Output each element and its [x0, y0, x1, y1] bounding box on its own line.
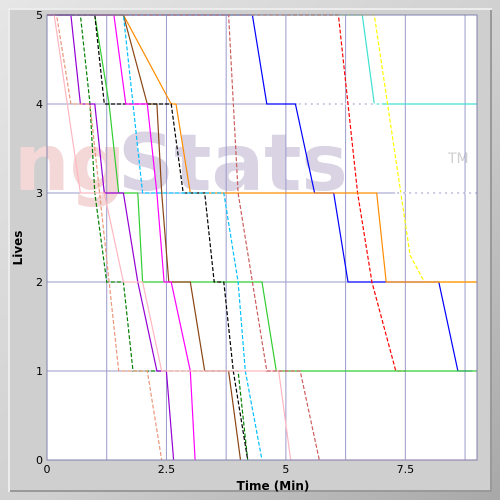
x-tick-label: 0 [44, 463, 51, 476]
y-tick-label: 5 [36, 9, 43, 22]
y-tick-label: 3 [36, 187, 43, 200]
x-axis-label: Time (Min) [237, 479, 310, 493]
axes: 0 1 2 3 4 5 0 2.5 5 7.5 [36, 9, 478, 476]
series-line-4 [47, 14, 477, 194]
y-tick-label: 2 [36, 276, 43, 289]
series-line-7 [47, 14, 477, 372]
x-tick-label: 2.5 [158, 463, 176, 476]
series-line-13 [47, 14, 263, 461]
watermark-stats: Stats [118, 119, 348, 209]
series-line-11 [47, 14, 196, 461]
y-tick-label: 0 [36, 454, 43, 467]
x-tick-label: 7.5 [397, 463, 415, 476]
y-axis-label: Lives [11, 231, 25, 266]
series-line-10 [47, 14, 249, 461]
y-tick-label: 4 [36, 98, 43, 111]
plot-border [46, 14, 478, 461]
series-line-16 [47, 14, 163, 461]
series-line-1 [47, 14, 473, 372]
series-line-6 [47, 14, 477, 283]
y-tick-label: 1 [36, 365, 43, 378]
series-line-14 [47, 14, 477, 461]
x-tick-label: 5 [282, 463, 289, 476]
series-line-8 [47, 14, 249, 461]
watermark-tm: TM [447, 151, 469, 167]
plot-area [47, 15, 477, 460]
watermark-ng: ng [14, 119, 125, 209]
